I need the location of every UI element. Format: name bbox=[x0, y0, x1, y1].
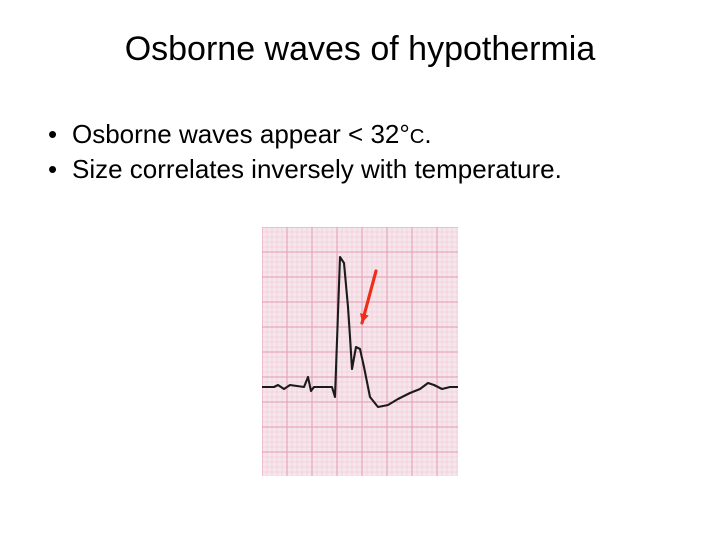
figure-container bbox=[40, 227, 680, 476]
bullet-item: Size correlates inversely with temperatu… bbox=[48, 152, 680, 187]
bullet-text: Size correlates inversely with temperatu… bbox=[72, 154, 562, 184]
bullet-item: Osborne waves appear < 32°C. bbox=[48, 117, 680, 152]
bullet-text: Osborne waves appear < 32° bbox=[72, 119, 410, 149]
slide: Osborne waves of hypothermia Osborne wav… bbox=[0, 0, 720, 540]
ecg-figure bbox=[262, 227, 458, 476]
slide-title: Osborne waves of hypothermia bbox=[40, 30, 680, 69]
bullet-text-small: C bbox=[410, 126, 425, 148]
bullet-text-suffix: . bbox=[424, 119, 431, 149]
bullet-list: Osborne waves appear < 32°C. Size correl… bbox=[40, 117, 680, 187]
